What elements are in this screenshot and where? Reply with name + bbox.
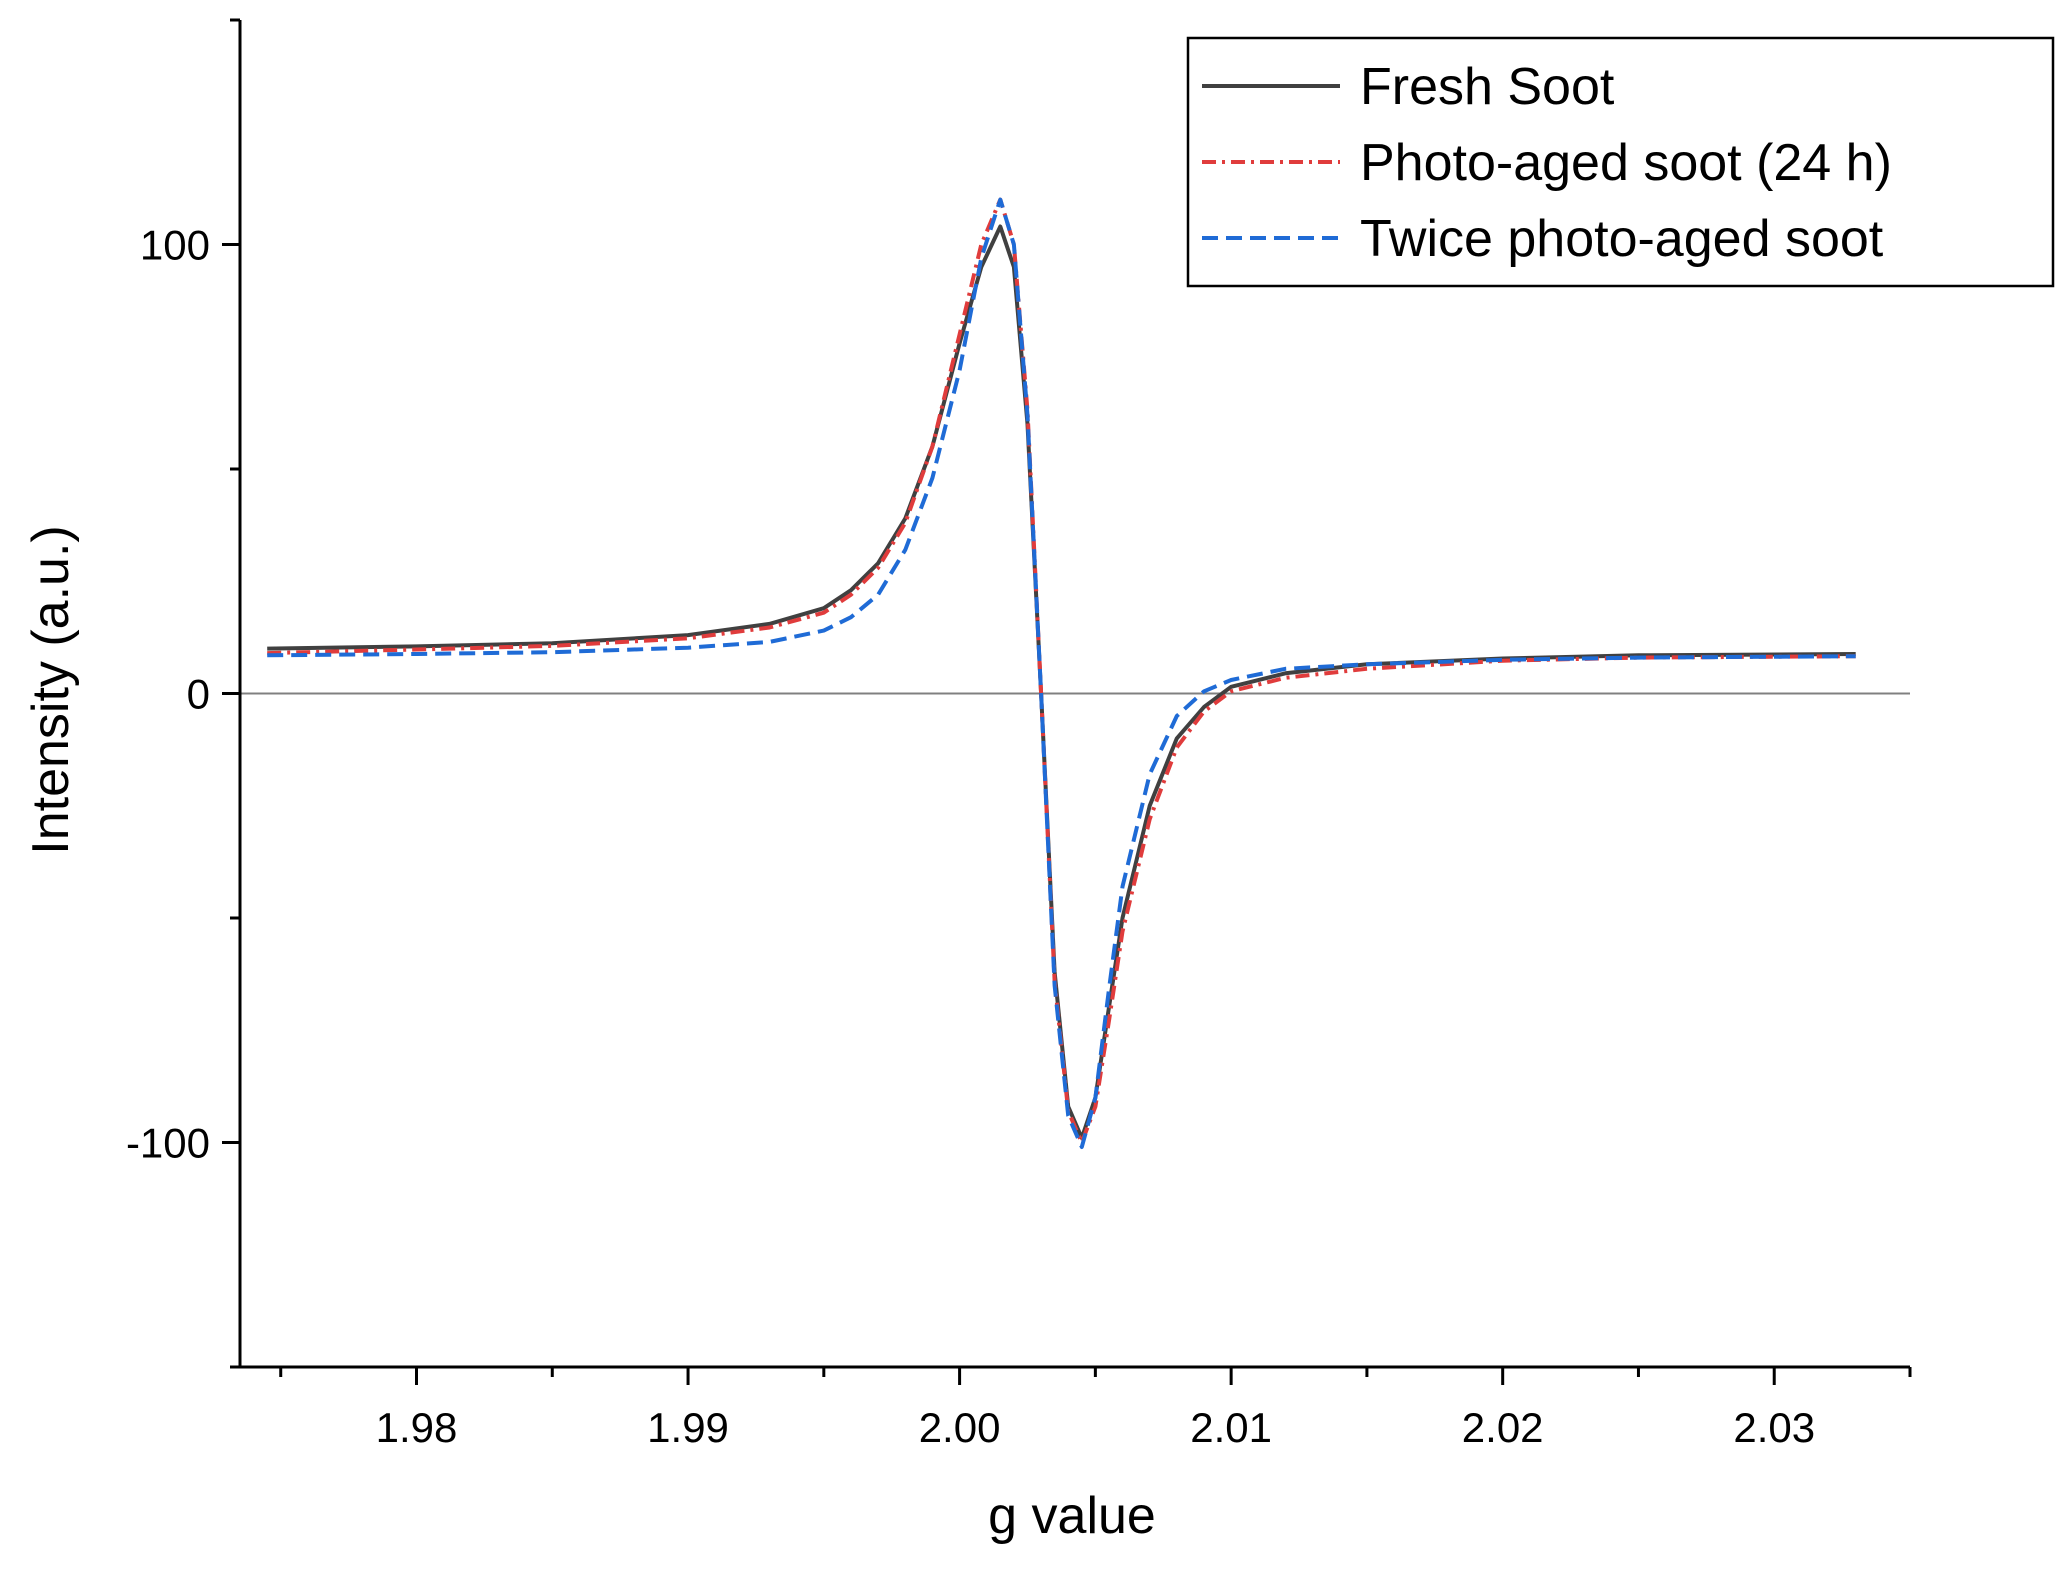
x-tick-label: 2.02 [1462,1404,1544,1451]
series-layer [267,197,1856,1149]
legend-label-2: Photo-aged soot (24 h) [1360,134,1892,192]
legend-box [1186,36,2055,288]
x-tick-label: 1.99 [647,1404,729,1451]
y-tick-label: -100 [126,1120,210,1167]
series-line-3 [267,197,1856,1149]
series-line-2 [267,197,1856,1145]
x-tick-label: 2.00 [919,1404,1001,1451]
x-tick-label: 2.03 [1733,1404,1815,1451]
x-tick-label: 1.98 [376,1404,458,1451]
legend-label-1: Fresh Soot [1360,58,1615,116]
x-tick-label: 2.01 [1190,1404,1272,1451]
ticks-layer: 1.98 1.99 2.00 2.01 2.02 2.03 -100 0 100 [126,18,1912,1451]
y-tick-label: 0 [187,671,210,718]
series-line-1 [267,224,1856,1140]
y-axis-title: Intensity (a.u.) [22,525,80,854]
x-axis-title: g value [988,1487,1156,1545]
legend: Fresh Soot Photo-aged soot (24 h) Twice ph… [1186,36,2055,288]
legend-label-3: Twice photo-aged soot [1360,210,1884,268]
y-tick-label: 100 [140,222,210,269]
